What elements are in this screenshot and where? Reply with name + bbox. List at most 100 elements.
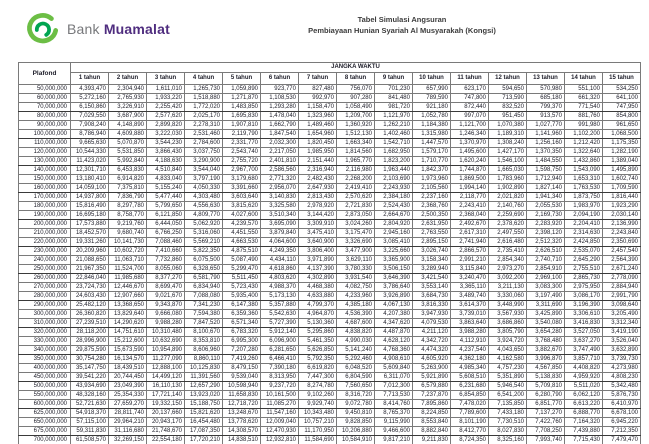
installment-cell: 4,757,230	[488, 363, 527, 373]
installment-cell: 685,180	[526, 93, 565, 103]
installment-cell: 22,846,040	[70, 273, 109, 283]
installment-cell: 872,440	[450, 102, 489, 112]
installment-cell: 1,814,560	[336, 147, 375, 157]
installment-cell: 2,975,950	[564, 282, 603, 292]
installment-cell: 1,941,340	[526, 192, 565, 202]
installment-cell: 6,619,820	[298, 363, 337, 373]
installment-cell: 6,466,410	[260, 354, 299, 364]
installment-cell: 3,654,280	[526, 327, 565, 337]
installment-cell: 12,718,720	[222, 399, 261, 409]
installment-cell: 20,209,960	[70, 246, 109, 256]
plafond-cell: 110,000,000	[18, 138, 71, 148]
installment-cell: 5,272,160	[70, 93, 109, 103]
installment-cell: 8,377,270	[146, 273, 185, 283]
plafond-cell: 160,000,000	[18, 183, 71, 193]
document-title-line1: Tabel Simulasi Angsuran	[357, 15, 447, 24]
installment-cell: 2,895,150	[412, 237, 451, 247]
installment-cell: 5,723,430	[222, 282, 261, 292]
installment-cell: 1,579,170	[412, 147, 451, 157]
installment-cell: 2,268,200	[336, 174, 375, 184]
installment-cell: 1,963,440	[374, 165, 413, 175]
installment-cell: 2,350,690	[602, 237, 641, 247]
installment-cell: 3,421,540	[412, 273, 451, 283]
installment-cell: 10,141,730	[108, 237, 147, 247]
installment-cell: 1,495,600	[450, 147, 489, 157]
installment-cell: 4,249,350	[260, 246, 299, 256]
installment-cell: 5,130,360	[298, 318, 337, 328]
installment-cell: 2,368,040	[450, 210, 489, 220]
installment-cell: 3,083,300	[526, 282, 565, 292]
installment-cell: 12,657,290	[184, 381, 223, 391]
table-row: 170,000,000 14,937,800 7,836,790 5,477,440 4…	[18, 192, 641, 202]
installment-cell: 3,637,270	[564, 336, 603, 346]
table-row: 320,000,000 28,118,200 14,751,610 10,310,48…	[18, 327, 641, 337]
installment-cell: 14,838,510	[222, 435, 261, 444]
installment-cell: 747,800	[450, 93, 489, 103]
installment-cell: 4,451,550	[222, 228, 261, 238]
installment-cell: 4,050,330	[184, 183, 223, 193]
installment-cell: 2,243,930	[374, 183, 413, 193]
table-row: 150,000,000 13,180,410 6,914,820 4,833,040 3…	[18, 174, 641, 184]
installment-cell: 6,311,070	[374, 372, 413, 382]
installment-cell: 5,608,510	[450, 372, 489, 382]
tenor-header-row: 1 tahun 2 tahun 3 tahun 4 tahun 5 tahun 6 tah…	[19, 72, 641, 85]
installment-cell: 14,751,610	[108, 327, 147, 337]
installment-cell: 2,237,160	[412, 192, 451, 202]
installment-cell: 11,547,160	[260, 408, 299, 418]
installment-cell: 23,049,390	[108, 381, 147, 391]
installment-cell: 5,070,870	[108, 138, 147, 148]
table-row: 500,000,000 43,934,690 23,049,390 16,110,13…	[18, 381, 641, 391]
installment-cell: 1,121,700	[450, 120, 489, 130]
table-row: 220,000,000 19,331,260 10,141,730 7,088,460…	[18, 237, 641, 247]
installment-cell: 22,554,180	[146, 435, 185, 444]
installment-cell: 5,087,490	[222, 255, 261, 265]
installment-cell: 6,613,220	[564, 399, 603, 409]
table-row: 200,000,000 17,573,880 9,219,760 6,444,050 5…	[18, 219, 641, 229]
installment-cell: 5,822,350	[184, 246, 223, 256]
installment-cell: 4,385,180	[336, 300, 375, 310]
installment-cell: 1,189,310	[488, 129, 527, 139]
tenor-header-cell: 1 tahun	[70, 72, 109, 85]
plafond-cell: 300,000,000	[18, 309, 71, 319]
installment-cell: 832,520	[488, 102, 527, 112]
installment-cell: 2,991,210	[450, 255, 489, 265]
installment-cell: 10,161,500	[260, 390, 299, 400]
installment-cell: 2,967,700	[222, 165, 261, 175]
installment-cell: 20,943,170	[146, 417, 185, 427]
installment-cell: 3,037,750	[184, 147, 223, 157]
installment-cell: 2,671,240	[602, 264, 641, 274]
installment-cell: 3,365,900	[374, 255, 413, 265]
installment-cell: 8,055,060	[146, 264, 185, 274]
installment-cell: 28,118,200	[70, 327, 109, 337]
installment-cell: 8,325,160	[488, 435, 527, 444]
installment-cell: 1,432,860	[564, 156, 603, 166]
installment-cell: 3,640,900	[298, 237, 337, 247]
tenor-header-cell: 6 tahun	[260, 72, 299, 85]
installment-cell: 23,724,730	[70, 282, 109, 292]
installment-cell: 3,416,830	[564, 318, 603, 328]
installment-cell: 1,709,590	[602, 183, 641, 193]
installment-cell: 9,666,080	[146, 309, 185, 319]
installment-cell: 3,553,140	[412, 282, 451, 292]
installment-cell: 3,646,390	[374, 273, 413, 283]
installment-cell: 3,544,040	[184, 165, 223, 175]
installment-cell: 4,799,370	[298, 300, 337, 310]
installment-cell: 1,923,290	[602, 201, 641, 211]
installment-cell: 1,068,500	[602, 129, 641, 139]
installment-cell: 15,673,590	[108, 345, 147, 355]
plafond-cell: 650,000,000	[18, 417, 71, 427]
installment-cell: 913,570	[526, 111, 565, 121]
installment-cell: 11,170,950	[298, 426, 337, 436]
installment-cell: 4,663,530	[222, 237, 261, 247]
installment-cell: 2,564,390	[602, 255, 641, 265]
installment-cell: 8,606,960	[184, 345, 223, 355]
installment-cell: 4,237,540	[450, 345, 489, 355]
installment-cell: 10,584,910	[336, 435, 375, 444]
installment-cell: 1,695,830	[222, 111, 261, 121]
plafond-cell: 70,000,000	[18, 102, 71, 112]
installment-cell: 1,933,220	[146, 93, 185, 103]
installment-cell: 13,829,640	[108, 309, 147, 319]
installment-cell: 2,384,180	[374, 192, 413, 202]
installment-cell: 5,357,880	[260, 300, 299, 310]
installment-cell: 6,581,790	[184, 273, 223, 283]
